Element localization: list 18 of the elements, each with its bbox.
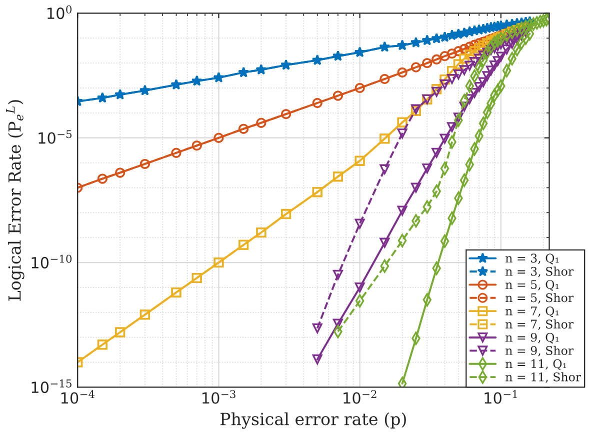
- legend-label: n = 9, Shor: [506, 346, 574, 356]
- x-tick-label: 10$^{−1}$: [484, 390, 517, 404]
- y-tick-label: 10$^{−5}$: [38, 130, 72, 144]
- legend-label: n = 3, Shor: [506, 266, 574, 278]
- y-axis-title: Logical Error Rate (P$_{e}$$^{L}$): [6, 100, 24, 301]
- legend-label: n = 5, Shor: [506, 293, 574, 304]
- x-axis-title: Physical error rate (p): [220, 412, 406, 429]
- legend-label: n = 11, Shor: [506, 372, 582, 383]
- x-tick-label: 10$^{−3}$: [202, 390, 236, 404]
- legend-label: n = 11, Q₁: [506, 359, 566, 370]
- y-tick-label: 10$^{−10}$: [32, 254, 72, 268]
- legend-label: n = 7, Shor: [506, 319, 574, 330]
- y-tick-label: 10$^{0}$: [48, 5, 72, 20]
- legend-label: n = 5, Q₁: [506, 280, 559, 291]
- legend-label: n = 7, Q₁: [506, 306, 559, 318]
- legend-label: n = 9, Q₁: [506, 332, 559, 344]
- x-tick-label: 10$^{−2}$: [344, 390, 376, 404]
- legend-label: n = 3, Q₁: [506, 254, 559, 264]
